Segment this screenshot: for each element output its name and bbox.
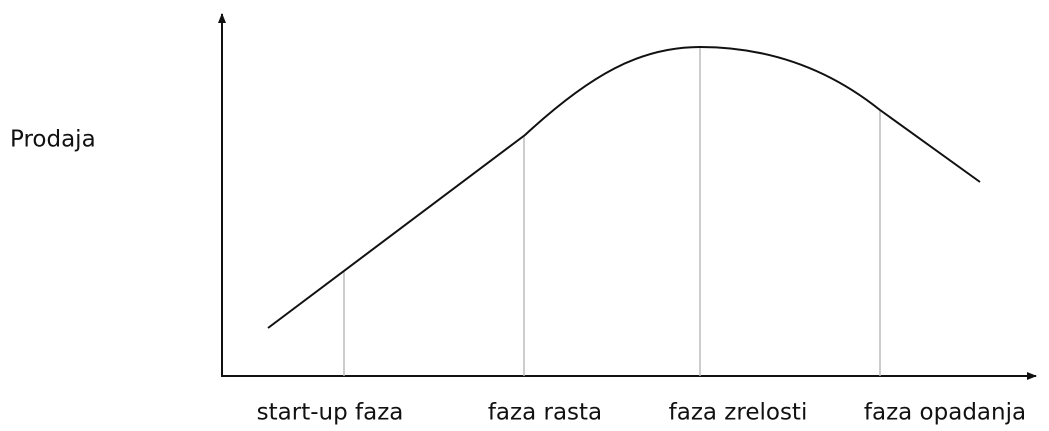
phase-label: faza opadanja (864, 400, 1026, 426)
phase-label: start-up faza (257, 400, 404, 426)
phase-label: faza rasta (488, 400, 602, 426)
sales-curve (267, 45, 981, 329)
y-axis-label: Prodaja (10, 127, 96, 153)
phase-label: faza zrelosti (669, 400, 808, 426)
